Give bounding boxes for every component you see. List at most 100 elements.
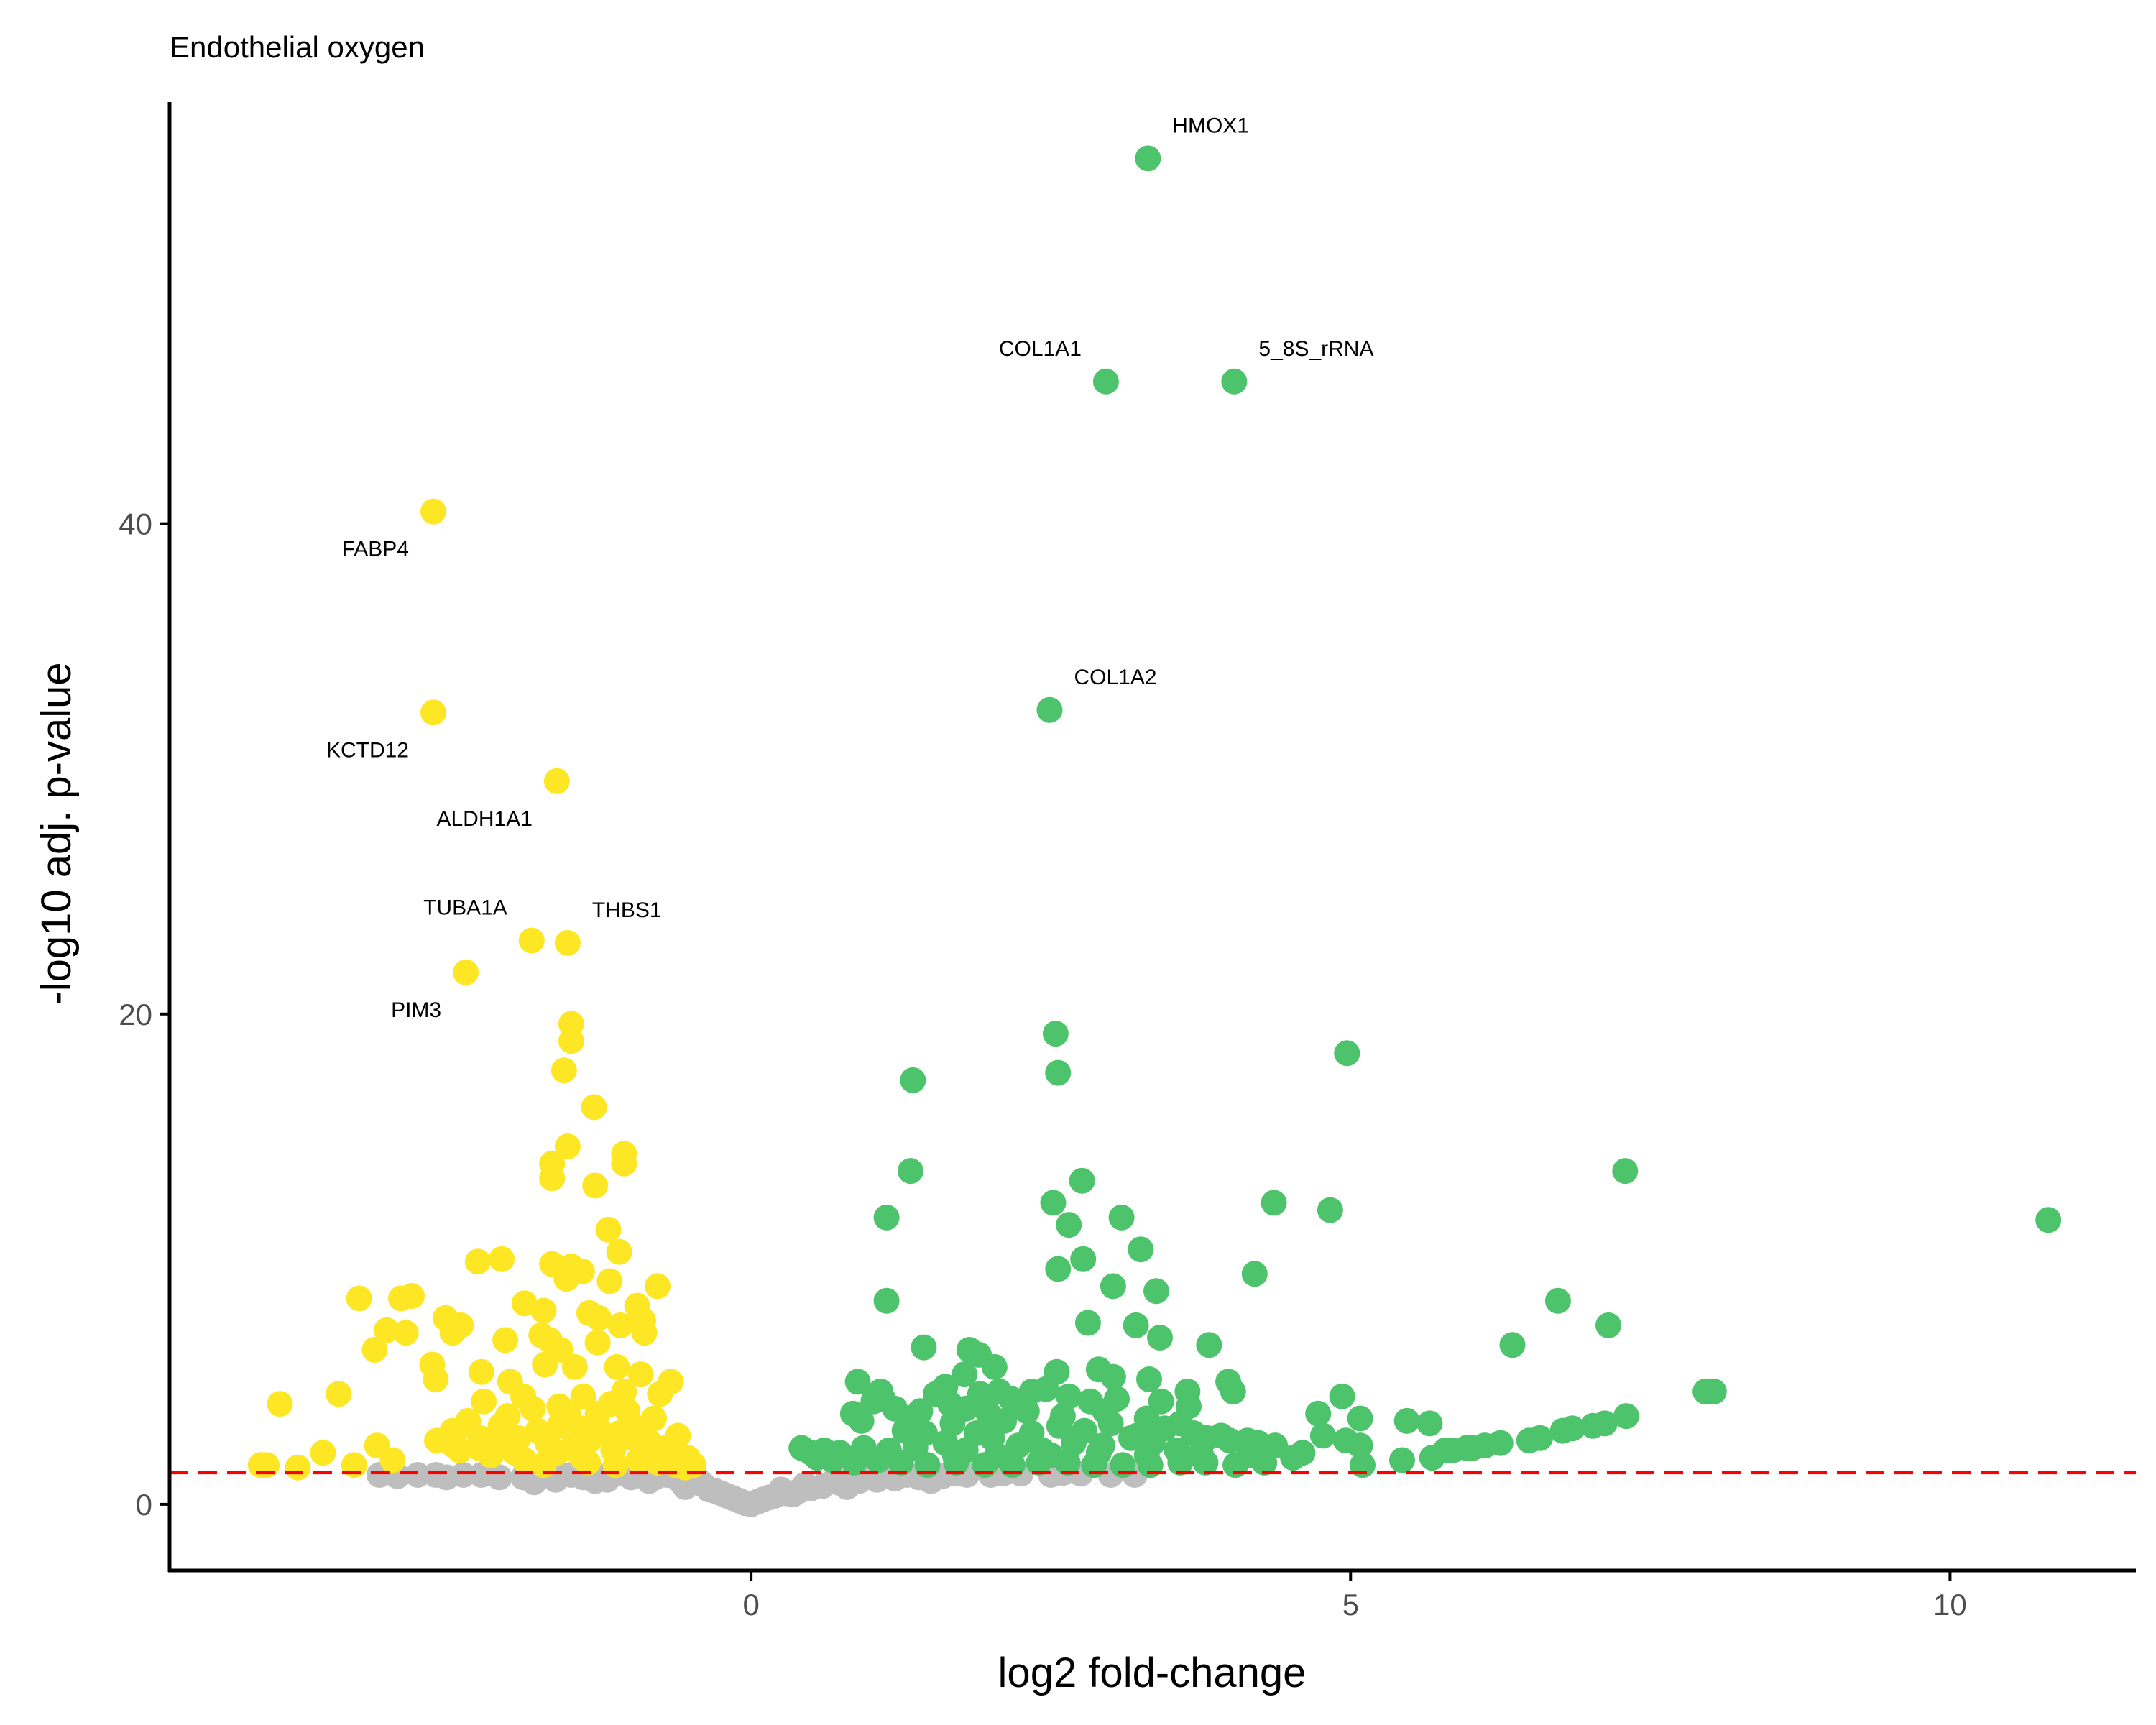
point-up: [963, 1420, 990, 1446]
point-down: [267, 1391, 293, 1417]
point-up: [1196, 1332, 1222, 1358]
point-down: [550, 1057, 577, 1084]
point-down: [379, 1447, 406, 1473]
point-up: [1018, 1420, 1045, 1446]
point-up: [1045, 1059, 1072, 1086]
point-up: [1092, 368, 1119, 395]
point-up: [984, 1442, 1010, 1468]
point-up: [873, 1204, 900, 1230]
x-tick-label: 10: [1933, 1588, 1967, 1622]
point-up: [907, 1398, 934, 1425]
point-up: [841, 1449, 867, 1476]
point-down: [632, 1442, 659, 1468]
point-down: [655, 1442, 681, 1468]
point-up: [1516, 1427, 1542, 1454]
point-up: [1544, 1287, 1571, 1314]
point-down: [494, 1403, 521, 1430]
point-down: [582, 1172, 609, 1199]
point-up: [898, 1158, 923, 1184]
point-down: [665, 1422, 691, 1449]
point-up: [1074, 1310, 1101, 1336]
point-up: [937, 1391, 964, 1417]
point-up: [1056, 1212, 1082, 1238]
point-down: [285, 1454, 311, 1481]
point-down: [554, 929, 581, 956]
point-down: [532, 1351, 558, 1378]
axis-ticks: 0 5 10 0 20 40: [119, 507, 1966, 1622]
point-up: [1123, 1312, 1149, 1338]
point-down: [420, 498, 446, 525]
point-down: [627, 1361, 654, 1388]
point-down: [556, 1403, 582, 1430]
point-up: [1347, 1432, 1373, 1459]
point-up: [1393, 1407, 1420, 1434]
point-up: [1147, 1325, 1173, 1351]
point-up: [1221, 368, 1248, 395]
point-down: [586, 1305, 612, 1331]
point-ns: [672, 1474, 699, 1500]
point-up: [1329, 1383, 1355, 1409]
point-up: [1038, 1442, 1064, 1468]
point-up: [912, 1420, 938, 1446]
point-up: [1612, 1158, 1639, 1184]
point-up: [865, 1447, 891, 1473]
point-up: [1347, 1405, 1373, 1432]
data-points: [247, 145, 2062, 1517]
point-down: [423, 1366, 449, 1392]
point-up: [1309, 1422, 1336, 1449]
point-down: [570, 1383, 596, 1409]
point-up: [1241, 1261, 1268, 1287]
point-up: [1235, 1442, 1262, 1468]
chart-title: Endothelial oxygen: [170, 30, 425, 64]
point-down: [595, 1216, 622, 1243]
point-up: [1334, 1040, 1360, 1067]
gene-label: 5_8S_rRNA: [1258, 337, 1373, 361]
gene-label: COL1A1: [999, 337, 1082, 361]
point-up: [1049, 1403, 1076, 1430]
point-up: [1305, 1400, 1332, 1427]
x-tick-label: 5: [1342, 1588, 1359, 1622]
point-down: [466, 1435, 492, 1461]
point-up: [1045, 1256, 1072, 1282]
point-down: [596, 1268, 623, 1294]
point-up: [1148, 1388, 1174, 1414]
point-up: [1416, 1410, 1443, 1437]
point-down: [561, 1353, 588, 1380]
point-up: [975, 1400, 1002, 1427]
point-up: [981, 1353, 1008, 1380]
point-down: [439, 1320, 466, 1346]
point-down: [606, 1238, 632, 1265]
point-down: [489, 1246, 515, 1272]
point-down: [520, 1395, 546, 1422]
point-ns: [834, 1474, 860, 1500]
point-up: [1108, 1204, 1135, 1230]
point-up: [1056, 1383, 1082, 1409]
point-down: [446, 1437, 473, 1463]
y-tick-label: 40: [119, 507, 152, 541]
point-down: [558, 1028, 584, 1054]
point-down: [326, 1381, 352, 1407]
point-up: [1128, 1236, 1154, 1263]
point-down: [607, 1312, 634, 1338]
point-down: [420, 699, 446, 726]
gene-label: HMOX1: [1172, 114, 1249, 137]
gene-label: TUBA1A: [423, 896, 507, 920]
point-up: [1092, 1398, 1118, 1425]
point-down: [392, 1320, 419, 1346]
point-up: [1595, 1312, 1621, 1338]
point-up: [1700, 1379, 1727, 1404]
y-axis-title: -log10 adj. p-value: [33, 662, 80, 1005]
point-down: [614, 1398, 641, 1425]
point-up: [888, 1449, 914, 1476]
point-up: [1220, 1379, 1246, 1404]
point-down: [645, 1273, 671, 1300]
point-down: [439, 1417, 466, 1444]
point-up: [1033, 1376, 1059, 1402]
point-down: [584, 1329, 611, 1356]
point-down: [611, 1379, 637, 1404]
point-up: [1042, 1021, 1069, 1047]
point-up: [1317, 1197, 1343, 1223]
point-up: [1085, 1440, 1112, 1466]
point-down: [581, 1094, 607, 1121]
